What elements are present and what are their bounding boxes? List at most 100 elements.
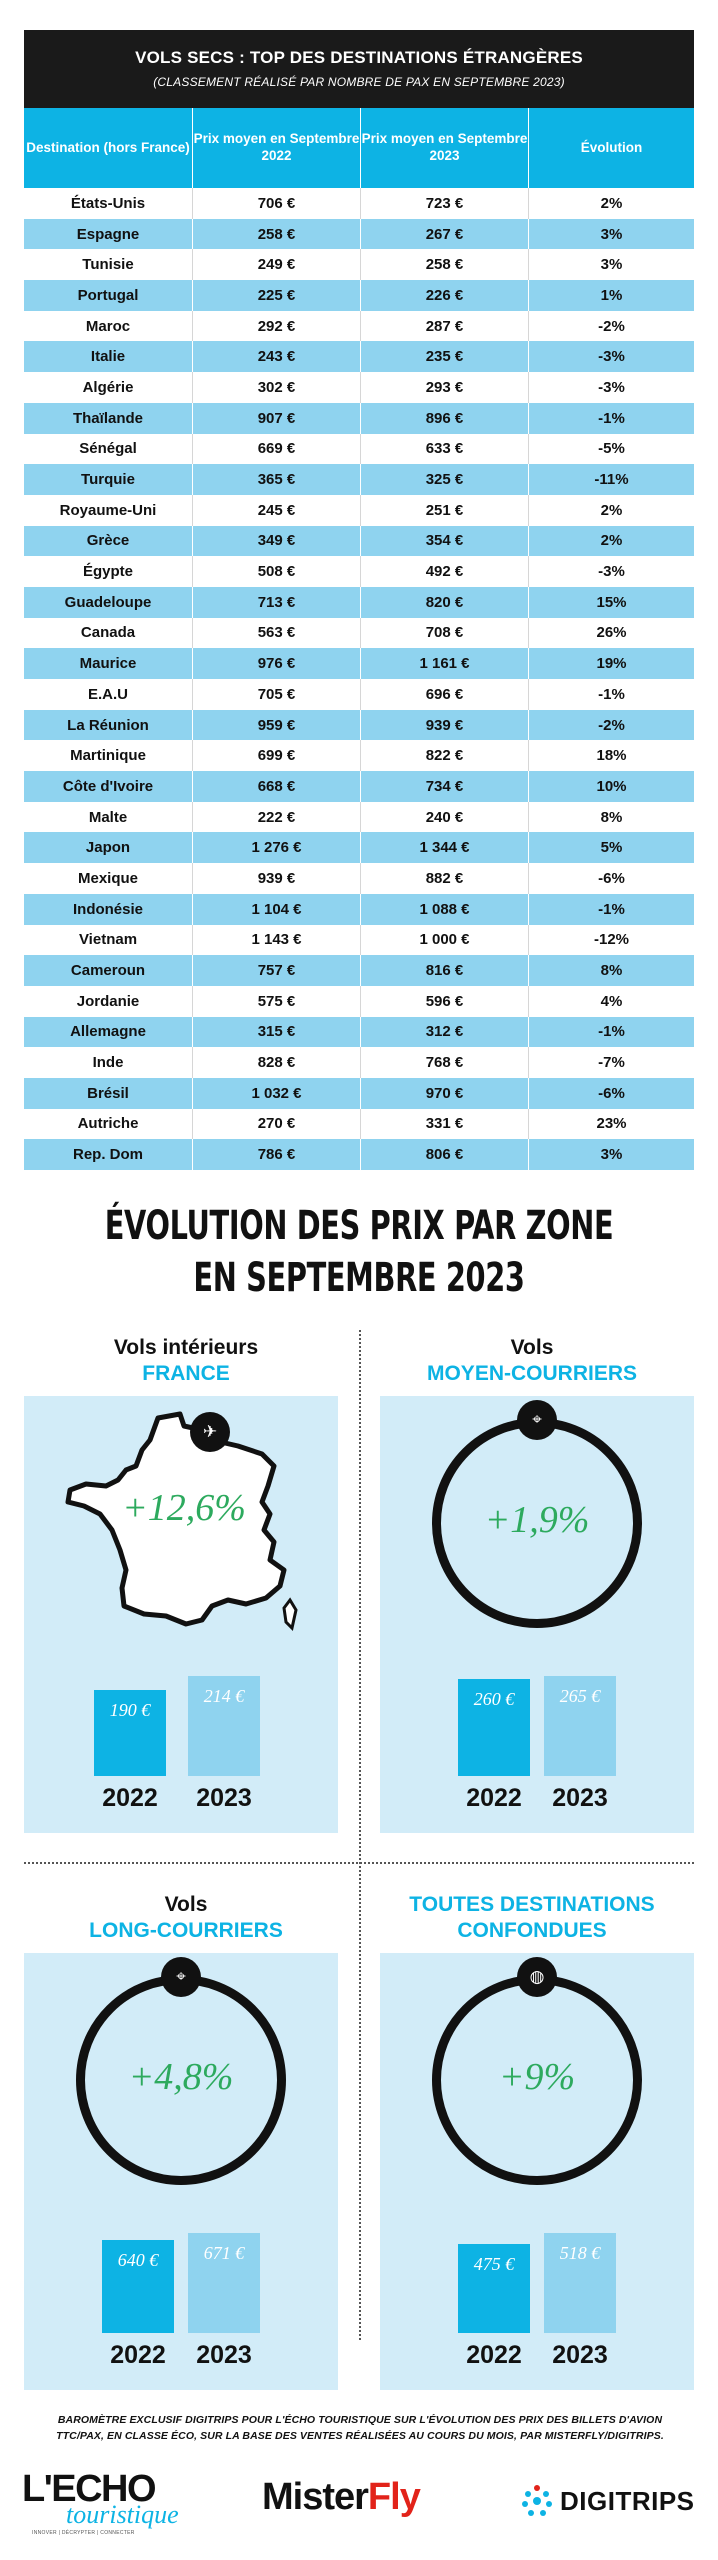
table-cell-destination: États-Unis: [70, 194, 146, 212]
table-row: Guadeloupe 713 €820 €15%: [24, 586, 694, 618]
table-row: Côte d'Ivoire 668 €734 €10%: [24, 771, 694, 802]
table-cell-destination: Autriche: [77, 1115, 139, 1133]
table-row: Royaume-Uni 245 €251 €2%: [24, 494, 694, 526]
column-header-price-2023: Prix moyen en Septembre 2023: [360, 108, 528, 188]
section-title-line2: EN SEPTEMBRE 2023: [193, 1255, 525, 1301]
digitrips-dots-icon: [522, 2485, 552, 2516]
panel-france-title-line1: Vols intérieurs: [113, 1336, 259, 1359]
panel-all-destinations-title: TOUTES DESTINATIONS CONFONDUES: [370, 1892, 694, 1944]
table-row: Maroc 292 €287 € -2%: [24, 310, 694, 342]
table-cell-evolution: 2%: [528, 188, 694, 219]
table-cell-destination: Turquie: [81, 471, 135, 489]
footer-note-line1: BAROMÈTRE EXCLUSIF DIGITRIPS POUR L'ÉCHO…: [57, 2414, 663, 2426]
table-cell-price-2023: 240 €: [360, 801, 528, 833]
table-cell-evolution: -3%: [528, 341, 694, 373]
table-row: Grèce 349 €354 €2%: [24, 525, 694, 557]
misterfly-logo: MisterFly: [262, 2476, 421, 2519]
panel-medium-haul-title: Vols MOYEN-COURRIERS: [370, 1335, 694, 1387]
echo-logo-bottom: touristique: [66, 2500, 179, 2529]
table-row: Brésil 1 032 €970 € -6%: [24, 1077, 694, 1109]
route-pins-icon: ⌖: [517, 1400, 557, 1440]
table-cell-destination: Tunisie: [82, 256, 134, 274]
table-cell-price-2023: 293 €: [360, 372, 528, 403]
table-cell-price-2023: 696 €: [360, 679, 528, 710]
table-cell-price-2022: 222 €: [192, 801, 360, 833]
table-cell-price-2023: 734 €: [360, 771, 528, 802]
table-cell-destination: Jordanie: [76, 992, 140, 1010]
table-row: Malte 222 €240 €8%: [24, 801, 694, 833]
table-cell-price-2023: 492 €: [360, 556, 528, 587]
table-cell-price-2022: 757 €: [192, 955, 360, 986]
table-body: États-Unis 706 €723 €2% Espagne 258 €267 €3…: [24, 188, 694, 1170]
table-row: Inde 828 €768 € -7%: [24, 1047, 694, 1078]
table-cell-price-2022: 292 €: [192, 310, 360, 342]
table-cell-price-2022: 270 €: [192, 1108, 360, 1140]
panel-all-destinations-bar-2022: 475 €: [458, 2244, 530, 2333]
panel-long-haul-title: Vols LONG-COURRIERS: [24, 1892, 348, 1944]
column-header-evolution: Évolution: [528, 108, 694, 188]
table-cell-price-2023: 1 161 €: [360, 648, 528, 679]
table-row: E.A.U 705 €696 € -1%: [24, 679, 694, 710]
panel-long-haul-title-line2: LONG-COURRIERS: [89, 1919, 283, 1942]
table-cell-destination: Côte d'Ivoire: [62, 777, 154, 795]
table-cell-price-2023: 633 €: [360, 433, 528, 465]
panel-medium-haul: ⌖ +1,9% 260 € 265 € 2022 2023: [380, 1396, 694, 1833]
table-cell-price-2023: 708 €: [360, 617, 528, 649]
table-cell-destination: Indonésie: [72, 900, 143, 918]
table-column-headers: Destination (hors France) Prix moyen en …: [24, 108, 694, 188]
footer-note-line2: TTC/PAX, EN CLASSE ÉCO, SUR LA BASE DES …: [56, 2430, 664, 2442]
panel-long-haul: ⌖ +4,8% 640 € 671 € 2022 2023: [24, 1953, 338, 2390]
panel-france-title-line2: FRANCE: [142, 1362, 230, 1385]
table-row: Égypte 508 €492 € -3%: [24, 556, 694, 587]
panel-medium-haul-year-2023: 2023: [552, 1784, 608, 1812]
table-cell-evolution: 3%: [528, 218, 694, 250]
digitrips-logo-text: DIGITRIPS: [560, 2485, 695, 2516]
table-cell-price-2023: 1 088 €: [360, 893, 528, 925]
table-cell-destination: Inde: [92, 1054, 124, 1072]
table-cell-evolution: -1%: [528, 1016, 694, 1048]
panel-medium-haul-bar-2023: 265 €: [544, 1676, 616, 1776]
table-row: Vietnam 1 143 €1 000 € -12%: [24, 924, 694, 956]
table-cell-price-2022: 225 €: [192, 280, 360, 311]
panel-medium-haul-year-2022: 2022: [466, 1784, 522, 1812]
table-cell-destination: Guadeloupe: [64, 593, 152, 611]
table-cell-destination: La Réunion: [67, 716, 149, 734]
panel-medium-haul-title-line2: MOYEN-COURRIERS: [426, 1362, 637, 1385]
panel-long-haul-evolution: +4,8%: [128, 2056, 234, 2098]
table-header: VOLS SECS : TOP DES DESTINATIONS ÉTRANGÈ…: [24, 30, 694, 108]
table-row: Algérie 302 €293 € -3%: [24, 372, 694, 403]
table-cell-evolution: -7%: [528, 1047, 694, 1078]
panel-france: ✈ +12,6% 190 € 214 € 2022 2023: [24, 1396, 338, 1833]
table-cell-price-2022: 907 €: [192, 402, 360, 434]
table-cell-destination: Maurice: [79, 655, 137, 673]
table-cell-evolution: 4%: [528, 985, 694, 1017]
table-cell-price-2023: 258 €: [360, 249, 528, 281]
panel-all-destinations-title-line2: CONFONDUES: [457, 1919, 607, 1942]
table-cell-price-2022: 976 €: [192, 648, 360, 679]
table-cell-evolution: 15%: [528, 586, 694, 618]
table-cell-price-2023: 325 €: [360, 464, 528, 495]
table-cell-price-2023: 896 €: [360, 402, 528, 434]
table-cell-evolution: 1%: [528, 280, 694, 311]
table-cell-evolution: -1%: [528, 679, 694, 710]
table-row: Tunisie 249 €258 €3%: [24, 249, 694, 281]
table-cell-evolution: 19%: [528, 648, 694, 679]
column-header-destination: Destination (hors France): [26, 139, 190, 155]
table-cell-evolution: -6%: [528, 1077, 694, 1109]
table-cell-price-2022: 349 €: [192, 525, 360, 557]
france-map: [65, 1411, 298, 1631]
table-cell-price-2023: 251 €: [360, 494, 528, 526]
panel-all-destinations-evolution: +9%: [498, 2056, 576, 2098]
table-cell-destination: Brésil: [87, 1084, 129, 1102]
table-cell-destination: Espagne: [76, 225, 140, 243]
table-row: Rep. Dom 786 €806 €3%: [24, 1139, 694, 1170]
table-cell-price-2022: 705 €: [192, 679, 360, 710]
table-subtitle: (CLASSEMENT RÉALISÉ PAR NOMBRE DE PAX EN…: [153, 75, 565, 89]
table-cell-destination: Italie: [90, 348, 126, 366]
table-cell-price-2022: 1 032 €: [192, 1077, 360, 1109]
table-row: Portugal 225 €226 €1%: [24, 280, 694, 311]
table-cell-destination: Thaïlande: [72, 409, 143, 427]
table-cell-price-2022: 245 €: [192, 494, 360, 526]
table-cell-evolution: -6%: [528, 863, 694, 894]
table-cell-evolution: -2%: [528, 310, 694, 342]
